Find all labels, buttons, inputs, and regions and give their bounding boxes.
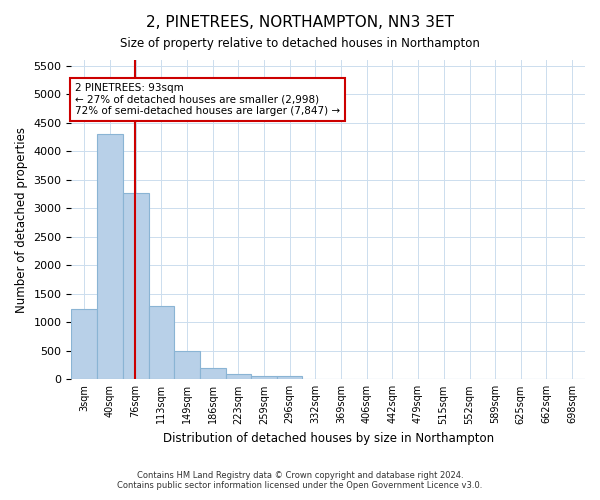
Bar — [71, 309, 97, 380]
Bar — [226, 374, 251, 380]
Bar — [97, 134, 122, 380]
Bar — [200, 368, 226, 380]
X-axis label: Distribution of detached houses by size in Northampton: Distribution of detached houses by size … — [163, 432, 494, 445]
Bar — [174, 352, 200, 380]
Bar — [277, 376, 302, 380]
Y-axis label: Number of detached properties: Number of detached properties — [15, 126, 28, 312]
Bar — [149, 306, 174, 380]
Text: 2 PINETREES: 93sqm
← 27% of detached houses are smaller (2,998)
72% of semi-deta: 2 PINETREES: 93sqm ← 27% of detached hou… — [75, 83, 340, 116]
Text: 2, PINETREES, NORTHAMPTON, NN3 3ET: 2, PINETREES, NORTHAMPTON, NN3 3ET — [146, 15, 454, 30]
Bar — [122, 193, 149, 380]
Text: Size of property relative to detached houses in Northampton: Size of property relative to detached ho… — [120, 38, 480, 51]
Text: Contains HM Land Registry data © Crown copyright and database right 2024.
Contai: Contains HM Land Registry data © Crown c… — [118, 470, 482, 490]
Bar — [251, 376, 277, 380]
